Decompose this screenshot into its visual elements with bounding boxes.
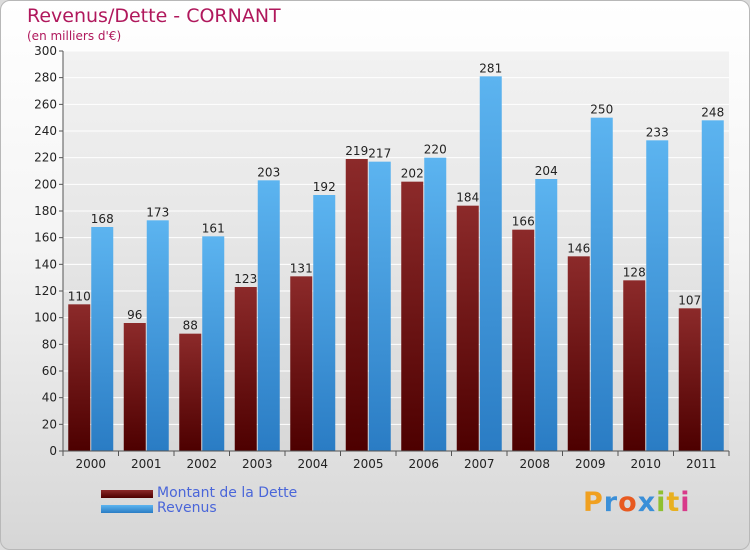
data-label-debt: 128	[623, 265, 646, 279]
y-tick-label: 220	[34, 151, 57, 165]
x-tick-label: 2011	[686, 457, 717, 471]
x-tick-label: 2007	[464, 457, 495, 471]
data-label-revenus: 161	[202, 221, 225, 235]
data-label-debt: 110	[68, 289, 91, 303]
data-label-revenus: 192	[313, 180, 336, 194]
bar-debt	[678, 308, 701, 451]
bar-revenus	[91, 227, 114, 451]
logo-letter: r	[603, 487, 619, 518]
logo-letter: t	[666, 487, 681, 518]
y-tick-label: 0	[49, 444, 57, 458]
bar-debt	[401, 181, 424, 451]
bar-revenus	[535, 179, 558, 451]
data-label-debt: 146	[567, 241, 590, 255]
bar-revenus	[646, 140, 669, 452]
data-label-debt: 107	[678, 293, 701, 307]
data-label-revenus: 233	[646, 125, 669, 139]
x-tick-label: 2002	[186, 457, 217, 471]
data-label-debt: 219	[345, 144, 368, 158]
data-label-debt: 166	[512, 215, 535, 229]
y-tick-label: 180	[34, 204, 57, 218]
logo-letter: o	[618, 487, 638, 518]
y-tick-label: 20	[42, 417, 57, 431]
y-tick-label: 80	[42, 337, 57, 351]
data-label-revenus: 217	[368, 147, 391, 161]
bar-revenus	[368, 161, 391, 451]
legend-label-debt: Montant de la Dette	[157, 485, 298, 501]
bar-debt	[123, 323, 146, 451]
x-tick-label: 2010	[630, 457, 661, 471]
x-tick-label: 2001	[131, 457, 162, 471]
x-axis: 2000 2001 2002 2003 2004 2005 2006 2007 2008 2009…	[62, 450, 730, 471]
y-tick-label: 300	[34, 44, 57, 58]
bar-revenus	[701, 120, 724, 451]
data-label-debt: 202	[401, 167, 424, 181]
y-tick-label: 140	[34, 257, 57, 271]
bar-revenus	[313, 195, 336, 451]
bar-debt	[512, 229, 535, 451]
proxiti-logo: Proxiti	[583, 487, 691, 518]
y-tick-label: 120	[34, 284, 57, 298]
y-tick-label: 280	[34, 71, 57, 85]
logo-letter: P	[583, 487, 604, 518]
y-tick-label: 160	[34, 231, 57, 245]
plot-background	[63, 51, 729, 451]
logo-letter: i	[680, 487, 691, 518]
bar-debt	[179, 333, 202, 451]
legend-label-revenus: Revenus	[157, 500, 217, 516]
bar-debt	[456, 205, 479, 451]
grid-lines	[63, 50, 729, 452]
bar-debt	[345, 159, 368, 451]
bar-revenus	[146, 220, 169, 451]
data-label-debt: 184	[456, 191, 479, 205]
logo-letter: x	[637, 487, 657, 518]
y-axis: 0 20 40 60 80 100 120 140 160 180 200 220 240 260 280 3…	[34, 44, 64, 458]
bar-debt	[623, 280, 646, 451]
logo-letter: i	[656, 487, 667, 518]
data-label-debt: 123	[234, 272, 257, 286]
bar-revenus	[257, 180, 280, 452]
y-tick-label: 260	[34, 97, 57, 111]
bars: 110 168 96 173 88 161 123 203 131 192 219 217 202220…	[68, 61, 724, 452]
data-label-debt: 96	[127, 308, 142, 322]
data-label-revenus: 204	[535, 164, 558, 178]
bar-revenus	[202, 236, 225, 451]
bar-debt	[234, 287, 257, 451]
bar-debt	[290, 276, 313, 451]
x-tick-label: 2004	[297, 457, 328, 471]
y-tick-label: 40	[42, 391, 57, 405]
x-tick-label: 2009	[575, 457, 606, 471]
bar-debt	[567, 256, 590, 451]
x-tick-label: 2003	[242, 457, 273, 471]
bar-debt	[68, 304, 91, 451]
data-label-revenus: 173	[146, 205, 169, 219]
data-label-revenus: 250	[590, 103, 613, 117]
x-tick-label: 2005	[353, 457, 384, 471]
data-label-revenus: 168	[91, 212, 114, 226]
y-tick-label: 200	[34, 177, 57, 191]
x-tick-label: 2006	[408, 457, 439, 471]
bar-revenus	[590, 117, 613, 452]
data-label-debt: 88	[183, 319, 198, 333]
y-tick-label: 240	[34, 124, 57, 138]
chart-title: Revenus/Dette - CORNANT	[27, 5, 281, 27]
bar-revenus	[479, 76, 502, 451]
x-tick-label: 2000	[75, 457, 106, 471]
bar-revenus	[424, 157, 447, 451]
legend-swatch-revenus	[101, 505, 153, 513]
legend-swatch-debt	[101, 490, 153, 498]
chart-subtitle: (en milliers d'€)	[27, 29, 122, 43]
data-label-revenus: 203	[257, 165, 280, 179]
y-tick-label: 60	[42, 364, 57, 378]
data-label-revenus: 281	[479, 61, 502, 75]
x-tick-label: 2008	[519, 457, 550, 471]
y-tick-label: 100	[34, 311, 57, 325]
data-label-debt: 131	[290, 261, 313, 275]
data-label-revenus: 248	[701, 105, 724, 119]
data-label-revenus: 220	[424, 143, 447, 157]
